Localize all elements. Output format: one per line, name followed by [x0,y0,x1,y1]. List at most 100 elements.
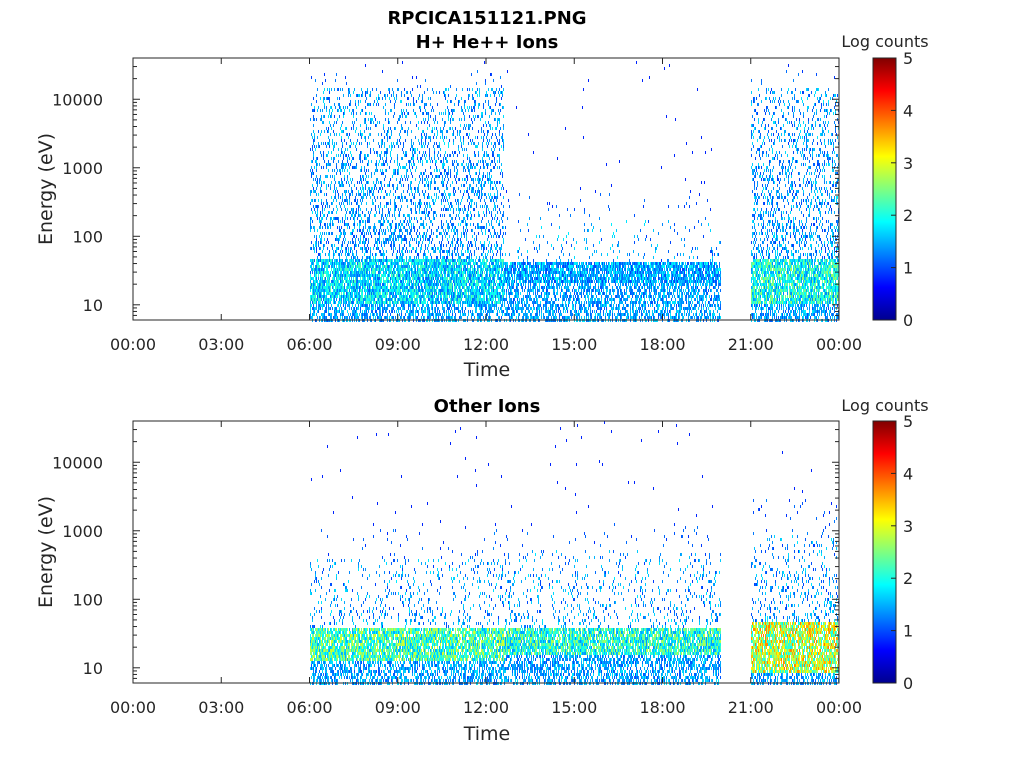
spectrogram-cell [310,169,311,172]
spectrogram-cell [326,271,327,274]
spectrogram-cell [346,181,347,184]
spectrogram-cell [340,295,341,298]
spectrogram-cell [314,292,315,295]
spectrogram-cell [367,250,368,253]
spectrogram-cell [322,283,323,286]
spectrogram-cell [350,259,351,262]
spectrogram-cell [347,226,348,229]
spectrogram-cell [359,223,360,226]
spectrogram-cell [344,199,345,202]
spectrogram-cell [334,187,335,190]
spectrogram-cell [349,253,350,256]
spectrogram-cell [351,292,352,295]
spectrogram-cell [348,286,349,289]
spectrogram-cell [311,277,312,280]
spectrogram-cell [322,274,323,277]
spectrogram-cell [325,310,326,313]
spectrogram-cell [362,277,363,280]
spectrogram-cell [322,232,323,235]
panel-1-title: H+ He++ Ions [416,32,559,53]
spectrogram-cell [345,232,346,235]
spectrogram-cell [330,226,331,229]
spectrogram-cell [313,292,314,295]
spectrogram-cell [323,247,324,250]
spectrogram-cell [352,250,353,253]
spectrogram-cell [331,88,332,91]
spectrogram-cell [320,274,321,277]
spectrogram-cell [362,184,363,187]
spectrogram-cell [327,88,328,91]
spectrogram-cell [319,301,320,304]
spectrogram-cell [318,106,319,109]
spectrogram-cell [360,229,361,232]
spectrogram-cell [345,250,346,253]
spectrogram-cell [360,262,361,265]
spectrogram-cell [327,223,328,226]
spectrogram-cell [345,166,346,169]
spectrogram-cell [365,94,366,97]
spectrogram-cell [320,214,321,217]
spectrogram-cell [321,181,322,184]
spectrogram-cell [356,244,357,247]
spectrogram-cell [320,247,321,250]
spectrogram-cell [337,259,338,262]
spectrogram-cell [345,307,346,310]
spectrogram-cell [311,298,312,301]
spectrogram-cell [310,190,311,193]
spectrogram-cell [357,280,358,283]
spectrogram-cell [341,286,342,289]
spectrogram-cell [333,271,334,274]
spectrogram-cell [328,286,329,289]
spectrogram-cell [351,214,352,217]
spectrogram-cell [342,310,343,313]
spectrogram-cell [352,157,353,160]
spectrogram-cell [320,289,321,292]
spectrogram-cell [351,181,352,184]
spectrogram-cell [357,259,358,262]
spectrogram-cell [362,109,363,112]
spectrogram-cell [320,259,321,262]
spectrogram-cell [315,307,316,310]
spectrogram-cell [346,289,347,292]
spectrogram-cell [365,118,366,121]
spectrogram-cell [345,271,346,274]
spectrogram-cell [344,265,345,268]
spectrogram-cell [361,259,362,262]
spectrogram-cell [357,202,358,205]
spectrogram-cell [366,169,367,172]
spectrogram-cell [341,265,342,268]
spectrogram-cell [354,286,355,289]
spectrogram-cell [340,250,341,253]
spectrogram-cell [338,220,339,223]
spectrogram-cell [326,175,327,178]
spectrogram-cell [339,226,340,229]
spectrogram-cell [329,250,330,253]
spectrogram-cell [345,247,346,250]
spectrogram-cell [345,274,346,277]
spectrogram-cell [364,169,365,172]
spectrogram-cell [342,295,343,298]
spectrogram-cell [344,274,345,277]
spectrogram-cell [357,307,358,310]
spectrogram-cell [342,145,343,148]
spectrogram-cell [326,202,327,205]
spectrogram-cell [347,148,348,151]
spectrogram-cell [353,253,354,256]
spectrogram-cell [359,220,360,223]
spectrogram-cell [336,283,337,286]
spectrogram-cell [323,121,324,124]
spectrogram-cell [316,307,317,310]
spectrogram-cell [340,220,341,223]
spectrogram-cell [341,301,342,304]
spectrogram-cell [359,259,360,262]
spectrogram-cell [358,280,359,283]
spectrogram-cell [357,217,358,220]
spectrogram-cell [336,289,337,292]
spectrogram-cell [359,313,360,316]
spectrogram-cell [347,286,348,289]
spectrogram-cell [314,139,315,142]
spectrogram-cell [327,226,328,229]
spectrogram-cell [355,268,356,271]
spectrogram-cell [311,286,312,289]
spectrogram-cell [313,172,314,175]
